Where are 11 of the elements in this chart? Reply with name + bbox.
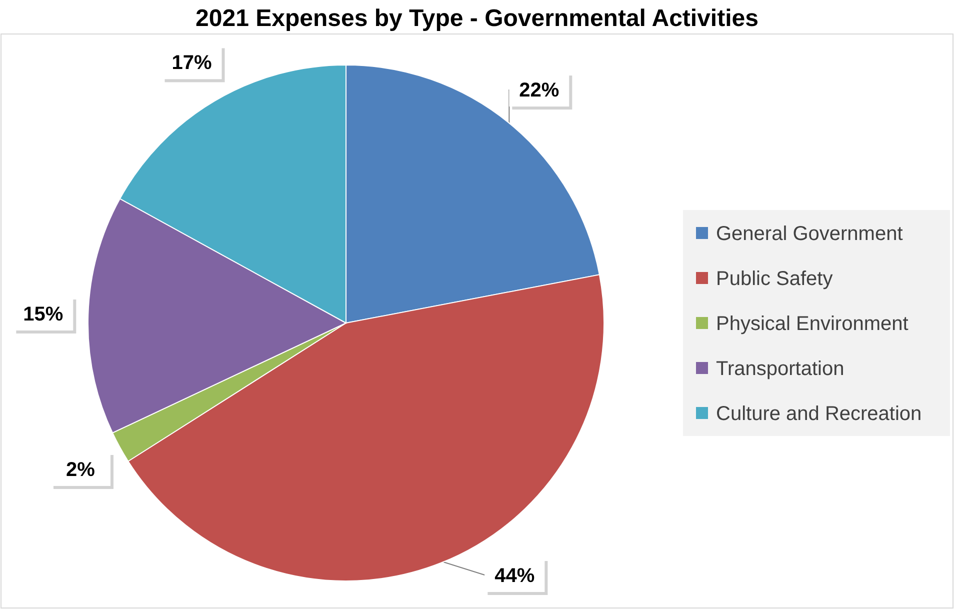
legend-label: Culture and Recreation [716,403,922,425]
data-label: 44% [494,565,535,587]
data-label: 22% [519,80,560,102]
legend-label: Transportation [716,358,844,380]
legend-label: Physical Environment [716,313,909,335]
data-label: 2% [66,458,96,481]
chart-title: 2021 Expenses by Type - Governmental Activities [196,5,758,32]
legend-label: Public Safety [716,268,833,290]
legend-label: General Government [716,223,904,245]
data-label: 17% [172,52,212,74]
data-label: 15% [23,303,64,326]
